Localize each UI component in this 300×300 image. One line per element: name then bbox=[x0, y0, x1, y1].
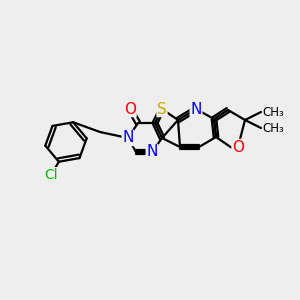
Text: O: O bbox=[124, 101, 136, 116]
Text: O: O bbox=[232, 140, 244, 154]
Text: CH₃: CH₃ bbox=[262, 122, 284, 134]
Text: N: N bbox=[146, 145, 158, 160]
Text: Cl: Cl bbox=[44, 168, 58, 182]
Text: S: S bbox=[157, 101, 167, 116]
Text: N: N bbox=[190, 101, 202, 116]
Text: N: N bbox=[122, 130, 134, 146]
Text: CH₃: CH₃ bbox=[262, 106, 284, 118]
